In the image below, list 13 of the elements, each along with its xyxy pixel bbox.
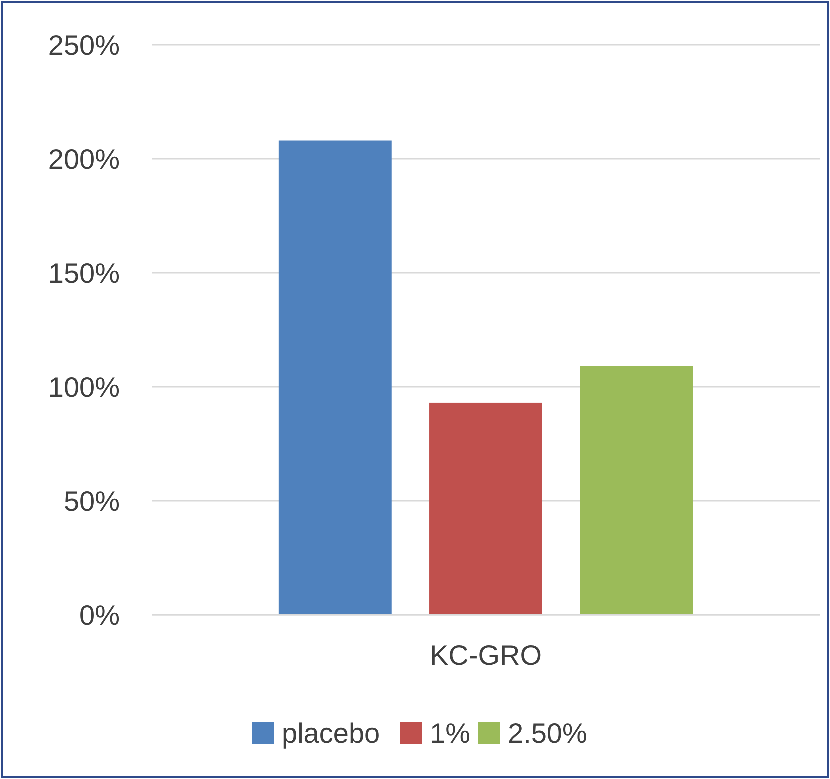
y-tick-label: 250% xyxy=(48,30,120,61)
y-tick-label: 50% xyxy=(64,486,120,517)
bar xyxy=(580,366,694,615)
legend-label: 1% xyxy=(430,718,470,749)
bar xyxy=(430,402,542,615)
y-tick-label: 0% xyxy=(80,600,120,631)
y-tick-label: 150% xyxy=(48,258,120,289)
y-tick-label: 100% xyxy=(48,372,120,403)
x-tick-label: KC-GRO xyxy=(430,640,542,671)
legend-label: 2.50% xyxy=(508,718,588,749)
legend-label: placebo xyxy=(282,718,380,749)
bar xyxy=(278,140,392,615)
y-tick-label: 200% xyxy=(48,144,120,175)
